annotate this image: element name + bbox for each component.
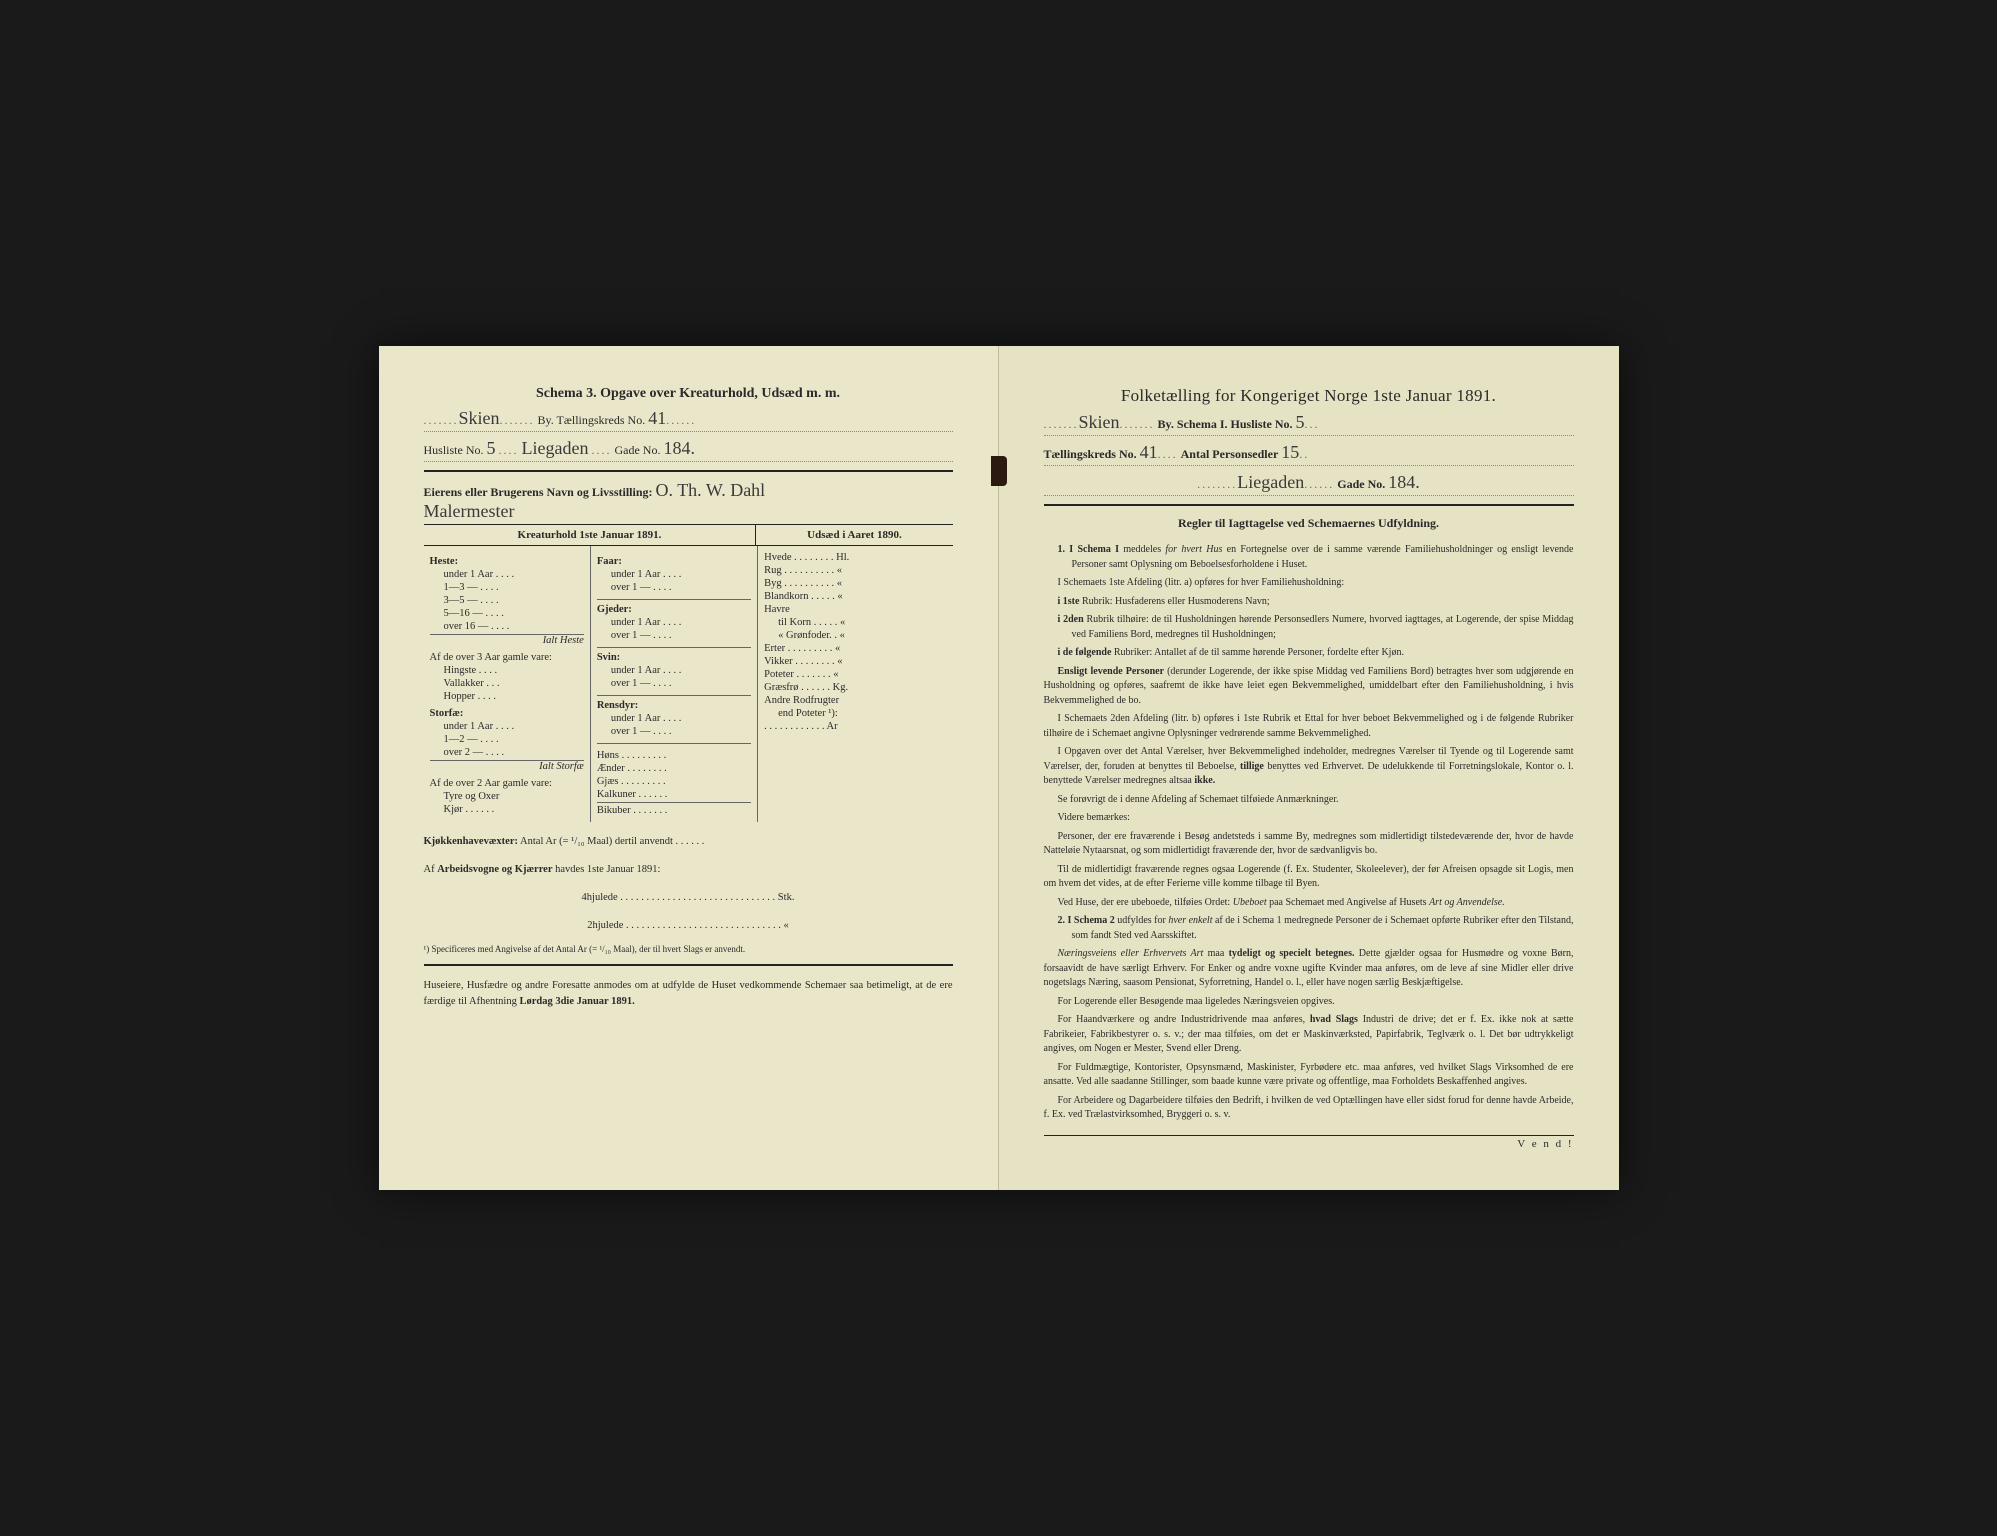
main-title: Folketælling for Kongeriget Norge 1ste J… — [1044, 386, 1574, 406]
gade-row-r: ........Liegaden...... Gade No. 184. — [1044, 472, 1574, 496]
rules-body: 1. I Schema I meddeles for hvert Hus en … — [1044, 543, 1574, 1123]
left-page: Schema 3. Opgave over Kreaturhold, Udsæd… — [379, 346, 999, 1190]
binding-clip — [991, 456, 1007, 486]
hjul4: 4hjulede . . . . . . . . . . . . . . . .… — [424, 890, 953, 906]
by-row-r: .......Skien....... By. Schema I. Huslis… — [1044, 412, 1574, 436]
closing-text: Huseiere, Husfædre og andre Foresatte an… — [424, 978, 953, 1010]
schema-table: Heste: under 1 Aar . . . . 1—3 — . . . .… — [424, 546, 953, 822]
footnote: ¹) Specificeres med Angivelse af det Ant… — [424, 943, 953, 956]
owner-row-2: Malermester — [424, 501, 953, 522]
document-spread: Schema 3. Opgave over Kreaturhold, Udsæd… — [379, 346, 1619, 1190]
husliste-row: Husliste No. 5 .... Liegaden .... Gade N… — [424, 438, 953, 462]
kreds-row-r: Tællingskreds No. 41.... Antal Personsed… — [1044, 442, 1574, 466]
owner-row: Eierens eller Brugerens Navn og Livsstil… — [424, 480, 953, 501]
hjul2: 2hjulede . . . . . . . . . . . . . . . .… — [424, 918, 953, 934]
col-headers: Kreaturhold 1ste Januar 1891. Udsæd i Aa… — [424, 525, 953, 546]
by-row: .......Skien....... By. Tællingskreds No… — [424, 408, 953, 432]
schema-title: Schema 3. Opgave over Kreaturhold, Udsæd… — [424, 386, 953, 402]
arbeids-row: Af Arbeidsvogne og Kjærrer havdes 1ste J… — [424, 862, 953, 878]
kjokken-row: Kjøkkenhavevæxter: Antal Ar (= ¹/₁₀ Maal… — [424, 834, 953, 850]
regler-title: Regler til Iagttagelse ved Schemaernes U… — [1044, 516, 1574, 531]
right-page: Folketælling for Kongeriget Norge 1ste J… — [999, 346, 1619, 1190]
vend: V e n d ! — [1044, 1135, 1574, 1150]
